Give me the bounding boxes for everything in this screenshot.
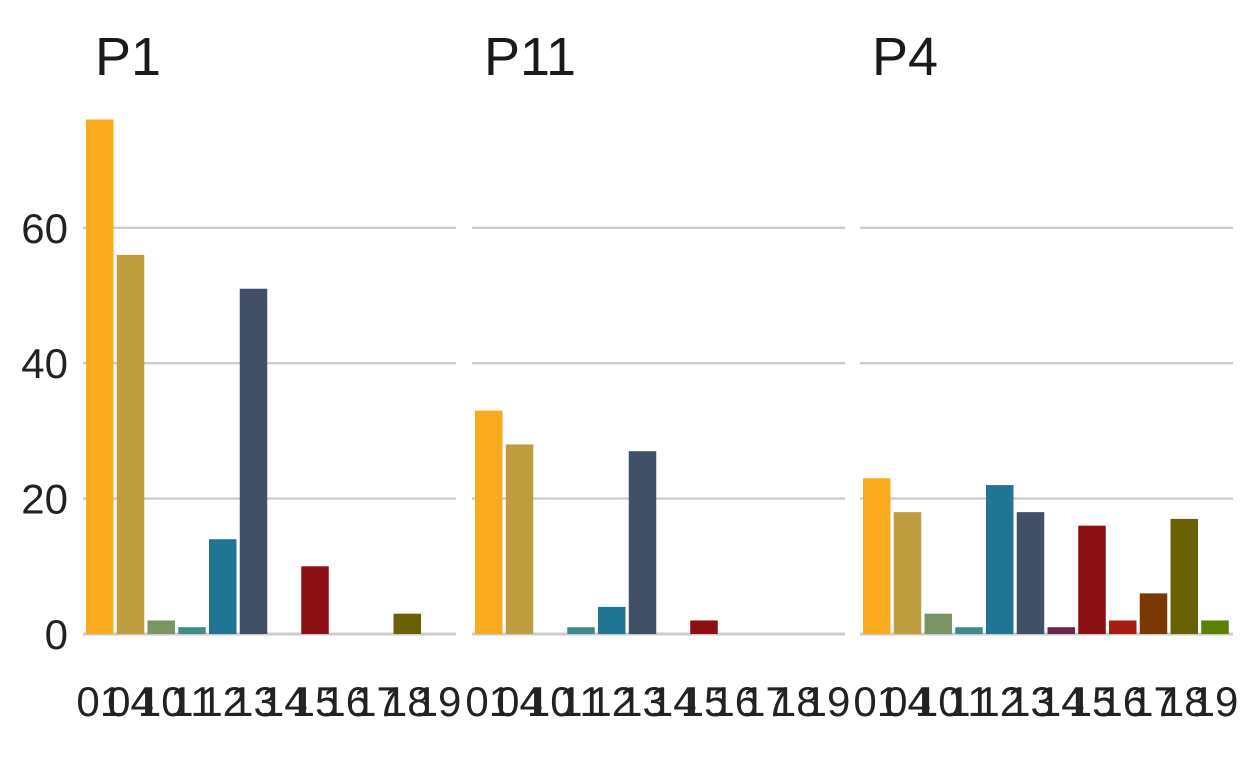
bar — [178, 627, 206, 634]
y-tick-label: 60 — [21, 205, 68, 252]
x-tick-label: 13 — [230, 678, 277, 725]
x-tick-label: 10 — [915, 678, 962, 725]
bar — [1109, 620, 1137, 634]
x-tick-label: 10 — [527, 678, 574, 725]
x-tick-label: 16 — [1099, 678, 1146, 725]
x-tick-label: 04 — [496, 678, 543, 725]
bar — [1170, 518, 1198, 634]
grid-layer — [83, 226, 1233, 636]
x-tick-label: 14 — [1038, 678, 1085, 725]
x-tick-label: 19 — [804, 678, 851, 725]
x-tick-label: 18 — [384, 678, 431, 725]
bar — [893, 512, 922, 634]
x-tick-label: 17 — [742, 678, 789, 725]
bar — [505, 444, 534, 634]
x-tick-label: 16 — [322, 678, 369, 725]
x-tick-label: 14 — [261, 678, 308, 725]
bar — [393, 613, 421, 634]
x-tick-label: 12 — [588, 678, 635, 725]
x-tick-label: 12 — [976, 678, 1023, 725]
bar — [239, 288, 268, 634]
x-tick-label: 18 — [773, 678, 820, 725]
panel-title: P4 — [872, 27, 938, 87]
bar — [690, 620, 718, 634]
x-tick-label: 04 — [107, 678, 154, 725]
x-tick-label: 18 — [1161, 678, 1208, 725]
bar — [986, 485, 1014, 634]
x-tick-label: 11 — [947, 678, 991, 725]
x-tick-label: 01 — [465, 678, 512, 725]
x-tick-label: 15 — [292, 678, 339, 725]
x-tick-label: 19 — [1192, 678, 1239, 725]
bar — [147, 620, 175, 634]
x-tick-label: 15 — [681, 678, 728, 725]
bar — [567, 627, 595, 634]
x-tick-label: 01 — [853, 678, 900, 725]
x-tick-label: 15 — [1069, 678, 1116, 725]
bar — [598, 606, 626, 634]
bar — [924, 613, 952, 634]
bar — [1047, 627, 1075, 634]
bar — [475, 410, 503, 634]
y-tick-label: 20 — [21, 476, 68, 523]
x-tick-label: 19 — [415, 678, 462, 725]
y-tick-label: 0 — [45, 611, 68, 658]
x-tick-label: 10 — [138, 678, 185, 725]
x-tick-label: 17 — [353, 678, 400, 725]
bar — [209, 539, 237, 634]
x-tick-label: 16 — [711, 678, 758, 725]
panel-title: P11 — [484, 27, 576, 87]
bar-layer — [86, 119, 1229, 635]
text-layer: P1010410111213141516171819P1101041011121… — [21, 27, 1238, 725]
bar — [1139, 593, 1168, 634]
bar — [301, 566, 329, 634]
x-tick-label: 12 — [199, 678, 246, 725]
x-tick-label: 11 — [559, 678, 603, 725]
x-tick-label: 13 — [1007, 678, 1054, 725]
bar — [955, 627, 983, 634]
bar — [116, 254, 145, 634]
bar — [1201, 620, 1229, 634]
x-tick-label: 04 — [884, 678, 931, 725]
x-tick-label: 01 — [76, 678, 123, 725]
x-tick-label: 11 — [170, 678, 214, 725]
y-tick-label: 40 — [21, 340, 68, 387]
x-tick-label: 14 — [650, 678, 697, 725]
bar — [1016, 512, 1045, 634]
x-tick-label: 13 — [619, 678, 666, 725]
bar — [863, 478, 891, 634]
panel-title: P1 — [95, 27, 161, 87]
bar — [1078, 525, 1106, 634]
x-tick-label: 17 — [1130, 678, 1177, 725]
bar — [628, 451, 657, 634]
bar — [86, 119, 114, 635]
